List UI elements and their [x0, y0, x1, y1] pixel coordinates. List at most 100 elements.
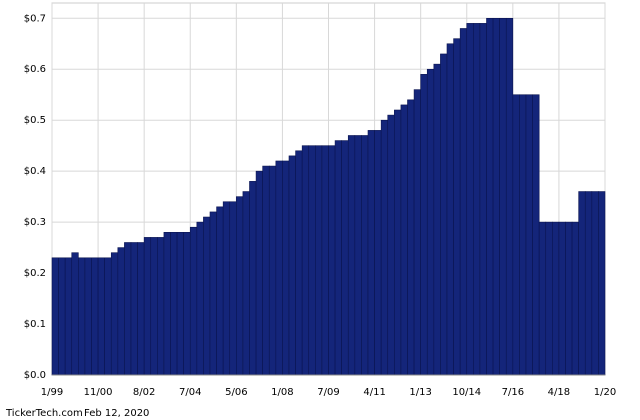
x-tick-label: 7/16	[502, 387, 524, 398]
bar	[288, 155, 296, 376]
bar	[558, 221, 566, 376]
bar	[426, 68, 435, 376]
bar	[216, 206, 224, 376]
bar	[117, 247, 125, 376]
bar	[315, 145, 323, 376]
y-tick-label: $0.6	[24, 64, 46, 75]
bar	[157, 237, 165, 376]
bar	[321, 145, 329, 376]
bar	[222, 201, 231, 376]
bar	[282, 160, 290, 376]
bar	[341, 140, 349, 376]
bar	[236, 196, 244, 376]
bar	[499, 17, 507, 376]
x-tick-label: 8/02	[133, 387, 155, 398]
bar	[486, 17, 494, 376]
bar	[361, 135, 369, 376]
x-tick-label: 4/11	[363, 387, 385, 398]
y-tick-label: $0.0	[24, 370, 46, 381]
y-tick-label: $0.7	[24, 13, 46, 24]
bar	[407, 99, 415, 376]
bar	[189, 226, 198, 376]
bar	[433, 63, 441, 376]
bar	[492, 17, 500, 376]
x-tick-label: 7/09	[317, 387, 339, 398]
bar	[137, 242, 145, 376]
bar	[275, 160, 283, 376]
bar	[591, 191, 599, 376]
bar	[354, 135, 362, 376]
bar	[84, 257, 92, 376]
bar	[552, 221, 560, 376]
bar	[58, 257, 66, 376]
bar	[209, 211, 217, 376]
bar	[380, 119, 389, 376]
bar	[505, 17, 514, 376]
bar	[51, 257, 59, 376]
bar	[367, 130, 375, 376]
bar	[262, 165, 270, 376]
bar	[584, 191, 593, 376]
bar	[394, 109, 402, 376]
bar	[400, 104, 408, 376]
x-tick-label: 7/04	[179, 387, 201, 398]
bar	[97, 257, 105, 376]
bar	[110, 252, 119, 376]
y-tick-label: $0.4	[24, 166, 46, 177]
bar	[328, 145, 336, 376]
bar	[334, 140, 342, 376]
bar	[249, 181, 257, 376]
footer-date: Feb 12, 2020	[84, 408, 149, 419]
bar	[453, 38, 461, 376]
bar	[479, 23, 487, 376]
x-tick-label: 4/18	[548, 387, 570, 398]
y-tick-label: $0.1	[24, 319, 46, 330]
bar	[78, 257, 86, 376]
bar	[459, 28, 468, 376]
bar	[229, 201, 237, 376]
bar	[64, 257, 73, 376]
bar	[519, 94, 527, 376]
bar	[413, 89, 421, 376]
bar	[308, 145, 316, 376]
bar	[203, 216, 211, 376]
bar	[374, 130, 382, 376]
bar	[446, 43, 454, 376]
bar	[578, 191, 586, 376]
y-tick-label: $0.3	[24, 217, 46, 228]
bar	[150, 237, 158, 376]
x-tick-label: 1/08	[271, 387, 293, 398]
bar	[420, 74, 428, 376]
bar	[104, 257, 112, 376]
bar	[525, 94, 533, 376]
footer-source: TickerTech.com	[5, 408, 83, 419]
bar	[571, 221, 579, 376]
bar	[347, 135, 356, 376]
bar	[71, 252, 79, 376]
bar	[598, 191, 606, 376]
bar	[268, 165, 277, 376]
bar	[255, 170, 263, 376]
bar	[163, 232, 171, 376]
bar	[532, 94, 540, 376]
x-tick-label: 11/00	[84, 387, 113, 398]
bar	[91, 257, 99, 376]
bar	[565, 221, 573, 376]
bar	[440, 53, 448, 376]
x-tick-label: 1/99	[41, 387, 63, 398]
x-tick-label: 1/13	[409, 387, 431, 398]
x-tick-label: 10/14	[452, 387, 481, 398]
bar	[242, 191, 250, 376]
bar	[196, 221, 204, 376]
y-tick-label: $0.5	[24, 115, 46, 126]
bar	[301, 145, 310, 376]
bar	[473, 23, 481, 376]
bar	[466, 23, 474, 376]
y-tick-label: $0.2	[24, 268, 46, 279]
bar	[538, 221, 547, 376]
x-tick-label: 5/06	[225, 387, 247, 398]
bar	[295, 150, 303, 376]
bar	[512, 94, 520, 376]
bar	[176, 232, 184, 376]
